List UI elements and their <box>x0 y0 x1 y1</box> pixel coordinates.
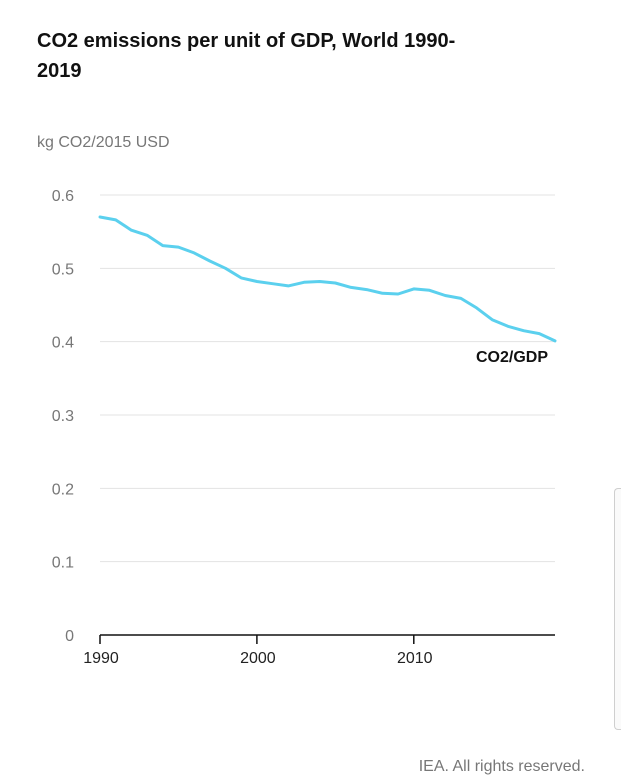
x-tick-label: 1990 <box>83 650 119 667</box>
series-layer: CO2/GDP <box>98 215 557 366</box>
series-label: CO2/GDP <box>476 349 548 366</box>
gridlines <box>100 194 555 563</box>
scroll-handle[interactable] <box>614 488 621 730</box>
x-axis-ticks: 1990 2000 2010 <box>83 635 433 667</box>
x-tick-label: 2000 <box>240 650 276 667</box>
y-tick-label: 0.5 <box>52 261 74 278</box>
y-tick-label: 0.3 <box>52 408 74 425</box>
series-line <box>98 215 557 343</box>
chart-title: CO2 emissions per unit of GDP, World 199… <box>37 30 456 82</box>
source-credit: IEA. All rights reserved. <box>418 758 585 775</box>
x-tick-label: 2010 <box>397 650 433 667</box>
y-tick-label: 0.2 <box>52 481 74 498</box>
y-tick-label: 0.1 <box>52 555 74 572</box>
y-tick-label: 0.6 <box>52 188 74 205</box>
y-axis-unit-label: kg CO2/2015 USD <box>37 134 170 151</box>
y-tick-label: 0.4 <box>52 335 74 352</box>
y-axis-ticks: 0 0.1 0.2 0.3 0.4 0.5 0.6 <box>52 188 74 645</box>
y-tick-label: 0 <box>65 628 74 645</box>
